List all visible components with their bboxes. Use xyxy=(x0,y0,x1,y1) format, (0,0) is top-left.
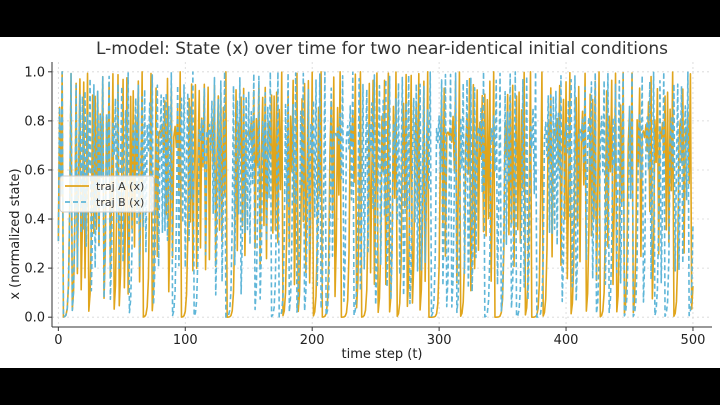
y-tick-label: 0.4 xyxy=(24,213,45,228)
y-tick-label: 1.0 xyxy=(24,65,45,80)
y-axis-label: x (normalized state) xyxy=(8,168,23,299)
series-group xyxy=(57,71,694,318)
y-tick-label: 0.8 xyxy=(24,114,45,129)
y-tick-label: 0.6 xyxy=(24,163,45,178)
x-tick-label: 200 xyxy=(300,333,325,348)
y-tick-label: 0.2 xyxy=(24,262,45,277)
x-tick-label: 500 xyxy=(681,333,706,348)
x-tick-label: 400 xyxy=(554,333,579,348)
line-chart: L-model: State (x) over time for two nea… xyxy=(8,39,712,362)
axes xyxy=(48,62,712,331)
chart-figure: L-model: State (x) over time for two nea… xyxy=(0,37,720,368)
legend-label-traj-b: traj B (x) xyxy=(96,196,144,209)
y-tick-label: 0.0 xyxy=(24,311,45,326)
legend: traj A (x) traj B (x) xyxy=(59,175,155,213)
tick-labels: 0 100 200 300 400 500 0.0 0.2 0.4 0.6 0.8 1.0 xyxy=(24,65,705,348)
chart-title: L-model: State (x) over time for two nea… xyxy=(96,39,668,59)
legend-box xyxy=(59,175,155,213)
x-axis-label: time step (t) xyxy=(342,347,423,362)
x-tick-label: 100 xyxy=(173,333,198,348)
series-line-traj-b xyxy=(57,71,694,318)
legend-label-traj-a: traj A (x) xyxy=(96,180,144,193)
x-tick-label: 0 xyxy=(54,333,62,348)
x-tick-label: 300 xyxy=(427,333,452,348)
